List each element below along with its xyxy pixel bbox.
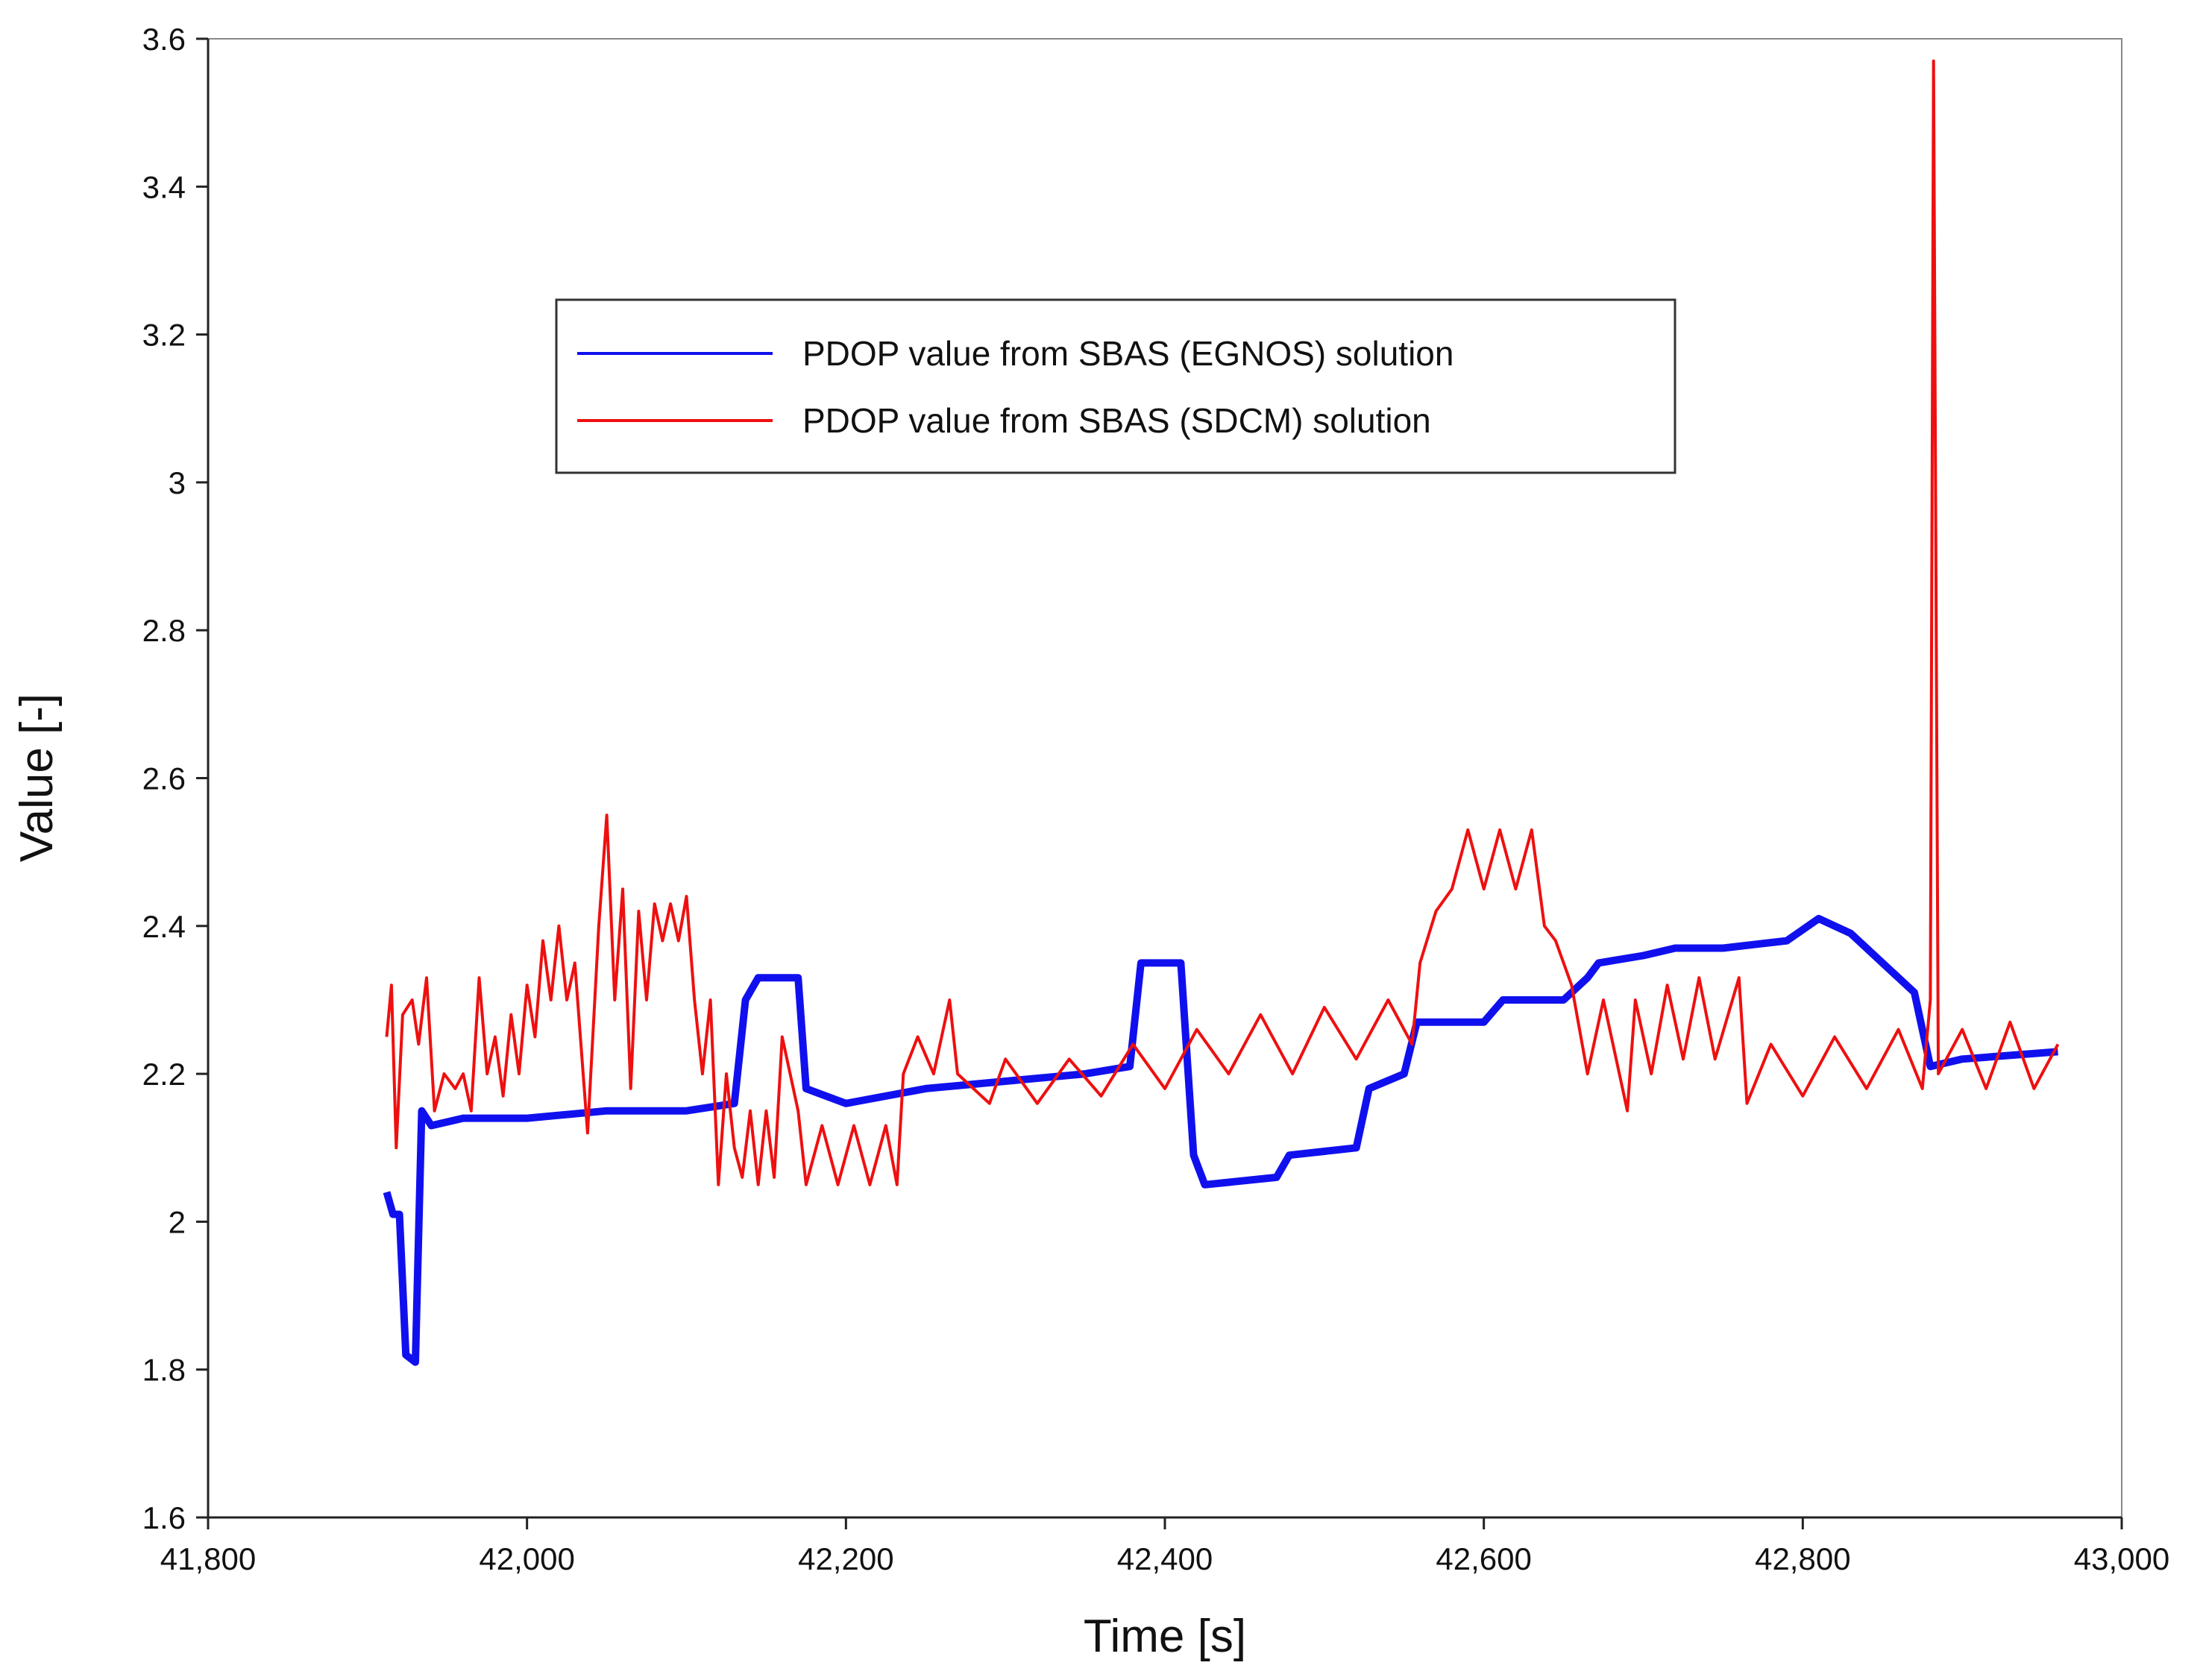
x-tick-label: 42,600 [1436,1541,1531,1576]
series-line [383,914,2058,1366]
legend-label: PDOP value from SBAS (SDCM) solution [802,401,1431,440]
x-axis-title: Time [s] [1084,1611,1246,1662]
y-tick-label: 2.8 [142,613,186,648]
x-tick-label: 42,000 [479,1541,574,1576]
x-tick-label: 42,400 [1117,1541,1213,1576]
y-tick-label: 2.4 [142,909,186,944]
y-tick-label: 2.2 [142,1057,186,1092]
y-tick-label: 2.6 [142,761,186,796]
y-tick-label: 2 [169,1204,186,1239]
legend-label: PDOP value from SBAS (EGNOS) solution [802,334,1454,373]
y-tick-label: 3.4 [142,169,186,204]
series-line [385,59,2060,1186]
y-axis-title: Value [-] [11,693,63,862]
x-tick-label: 42,800 [1755,1541,1850,1576]
y-tick-label: 3 [169,465,186,500]
y-tick-label: 1.8 [142,1353,186,1388]
y-tick-label: 3.2 [142,318,186,353]
x-tick-label: 41,800 [160,1541,256,1576]
y-tick-label: 1.6 [142,1500,186,1535]
x-tick-label: 43,000 [2074,1541,2169,1576]
legend-box [555,298,1676,474]
plot-frame [207,38,2122,1518]
x-tick-label: 42,200 [798,1541,893,1576]
y-tick-label: 3.6 [142,22,186,57]
